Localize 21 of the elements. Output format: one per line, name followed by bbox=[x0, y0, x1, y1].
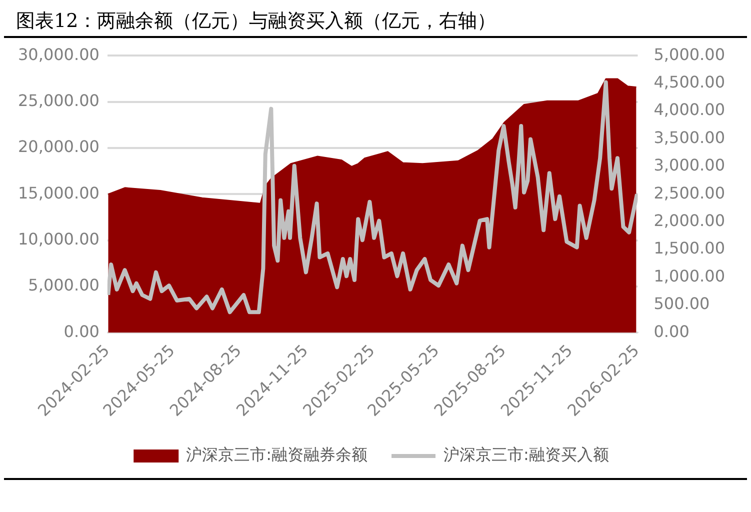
y2-tick-label: 0.00 bbox=[654, 322, 690, 341]
y-tick-label: 5,000.00 bbox=[28, 276, 100, 295]
y2-tick-label: 1,000.00 bbox=[654, 266, 725, 286]
y2-tick-label: 500.00 bbox=[654, 294, 710, 314]
y2-tick-label: 3,500.00 bbox=[654, 128, 725, 147]
y2-tick-label: 4,500.00 bbox=[654, 72, 725, 92]
y-tick-label: 25,000.00 bbox=[18, 90, 100, 110]
y2-tick-label: 4,000.00 bbox=[654, 100, 725, 120]
y2-tick-label: 2,500.00 bbox=[654, 183, 725, 202]
y2-tick-label: 3,000.00 bbox=[654, 156, 725, 175]
y-tick-label: 20,000.00 bbox=[18, 137, 100, 156]
y2-tick-label: 5,000.00 bbox=[654, 44, 725, 64]
chart-title: 图表12：两融余额（亿元）与融资买入额（亿元，右轴） bbox=[4, 0, 747, 38]
legend-label: 沪深京三市:融资买入额 bbox=[444, 445, 609, 464]
y-tick-label: 15,000.00 bbox=[18, 183, 100, 202]
y2-tick-label: 1,500.00 bbox=[654, 238, 725, 258]
y-tick-label: 30,000.00 bbox=[18, 44, 100, 64]
legend-label: 沪深京三市:融资融券余额 bbox=[186, 445, 368, 464]
y-tick-label: 0.00 bbox=[64, 322, 100, 341]
y2-tick-label: 2,000.00 bbox=[654, 211, 725, 230]
y-tick-label: 10,000.00 bbox=[18, 229, 100, 248]
